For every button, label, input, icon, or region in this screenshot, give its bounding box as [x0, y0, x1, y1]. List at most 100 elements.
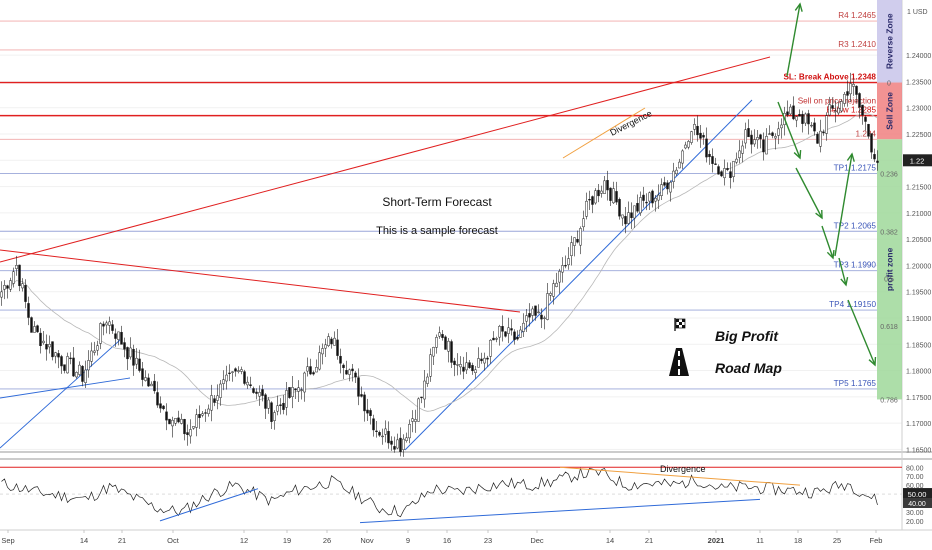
candle-body [81, 365, 84, 382]
candle-body [12, 271, 15, 284]
candle-body [588, 199, 591, 201]
level-label: Below 1.2285 [826, 106, 876, 115]
candle-body [729, 171, 732, 178]
candle-body [828, 104, 831, 116]
candle-body [492, 337, 495, 341]
fib-label: 0.618 [880, 324, 898, 331]
candle-body [228, 372, 231, 374]
candle-body [654, 197, 657, 202]
price-tick-label: 1.21000 [906, 211, 931, 218]
candle-body [606, 180, 609, 191]
candle-body [702, 135, 705, 138]
resistance-trendline [0, 56, 771, 263]
fib-label: 0.382 [880, 229, 898, 236]
candle-body [777, 128, 780, 136]
candle-body [483, 357, 486, 364]
candle-body [573, 237, 576, 246]
candle-body [249, 384, 252, 387]
candle-body [819, 130, 822, 147]
down-arrow-tp5 [847, 299, 876, 366]
candle-body [528, 313, 531, 318]
candle-body [459, 364, 462, 368]
candle-body [66, 356, 69, 374]
candle-body [678, 161, 681, 169]
road-map-label: Road Map [715, 360, 782, 376]
candle-body [579, 228, 582, 246]
candle-body [546, 293, 549, 320]
candle-body [735, 158, 738, 163]
time-tick-label: Feb [870, 536, 883, 545]
candle-body [594, 190, 597, 204]
time-tick-label: 18 [794, 536, 802, 545]
candle-body [297, 387, 300, 392]
level-lines: R4 1.2465 R3 1.2410 SL: Break Above 1.2348… [0, 11, 898, 404]
candle-body [639, 197, 642, 214]
sell-note: Sell on price rejection [798, 97, 877, 106]
candle-body [60, 356, 63, 367]
last-price-badge [903, 154, 932, 167]
candle-body [393, 446, 396, 450]
candle-body [231, 371, 234, 373]
candle-body [0, 291, 3, 298]
candle-body [705, 138, 708, 158]
indicator-line [1, 467, 878, 518]
candle-body [36, 325, 39, 333]
candle-body [192, 426, 195, 429]
candle-body [144, 377, 147, 381]
down-arrow-tp3-head [826, 249, 835, 260]
price-tick-label: 1.23000 [906, 106, 931, 113]
candle-body [9, 280, 12, 290]
indicator-tick-label: 60.00 [906, 483, 924, 490]
candle-body [801, 113, 804, 124]
candle-body [360, 394, 363, 397]
time-tick-label: 16 [443, 536, 451, 545]
time-tick-label: 9 [406, 536, 410, 545]
candle-body [534, 305, 537, 316]
time-tick-label: 12 [240, 536, 248, 545]
candle-body [543, 317, 546, 319]
candle-body [789, 106, 792, 115]
down-arrow-tp5-head [868, 356, 877, 367]
price-tick-label: 1.22500 [906, 132, 931, 139]
price-tick-label: 1.23500 [906, 79, 931, 86]
zone-label: Reverse Zone [885, 13, 895, 69]
candle-body [471, 365, 474, 372]
zone-band [877, 82, 902, 140]
time-tick-label: Sep [1, 536, 14, 545]
price-tick-label: 1.20500 [906, 237, 931, 244]
candle-body [306, 366, 309, 372]
candle-body [477, 358, 480, 368]
candle-body [402, 438, 405, 450]
time-tick-label: 2021 [708, 536, 725, 545]
candle-body [93, 350, 96, 353]
candle-body [24, 285, 27, 302]
candle-body [570, 242, 573, 256]
candle-body [84, 369, 87, 383]
candle-body [516, 337, 519, 340]
candle-body [387, 430, 390, 444]
time-tick-label: Dec [530, 536, 544, 545]
candle-body [273, 412, 276, 421]
candle-body [624, 216, 627, 225]
candle-body [717, 166, 720, 175]
candle-body [21, 283, 24, 289]
candle-body [96, 345, 99, 351]
candle-body [276, 405, 279, 412]
price-tick-label: 1.19500 [906, 290, 931, 297]
candle-body [669, 182, 672, 193]
candle-body [831, 105, 834, 109]
candle-body [741, 145, 744, 154]
candle-body [852, 83, 855, 87]
candle-body [816, 133, 819, 144]
forecast-arrows [777, 2, 877, 367]
up-arrow-reverse-head [794, 2, 803, 12]
level-label: R4 1.2465 [838, 11, 876, 20]
time-tick-label: 21 [118, 536, 126, 545]
candle-body [405, 437, 408, 441]
price-tick-label: 1.17000 [906, 421, 931, 428]
candle-body [792, 105, 795, 120]
indicator-current-badge [903, 488, 932, 501]
candle-body [648, 192, 651, 202]
candle-body [630, 212, 633, 219]
zone-bands: Reverse Zone Sell Zone profit zone [877, 0, 902, 400]
